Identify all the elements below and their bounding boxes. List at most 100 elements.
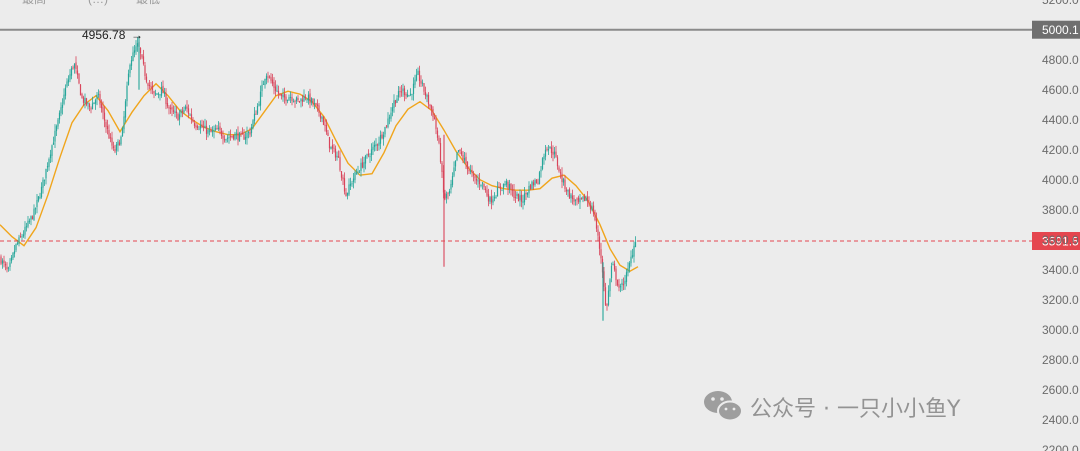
- candle: [166, 97, 169, 109]
- candle: [189, 113, 191, 116]
- candle: [543, 153, 545, 165]
- candle: [384, 126, 386, 138]
- candle: [465, 152, 467, 169]
- candle: [63, 88, 65, 106]
- candle: [387, 112, 389, 129]
- candle: [397, 85, 400, 101]
- candle: [262, 80, 265, 85]
- candle: [615, 266, 617, 286]
- candle: [421, 79, 424, 87]
- candle: [598, 231, 601, 256]
- candle: [414, 74, 416, 89]
- candle: [564, 175, 566, 193]
- candle: [201, 119, 203, 129]
- candle: [81, 92, 83, 99]
- candle: [0, 254, 2, 266]
- candle: [94, 98, 97, 110]
- candle: [36, 194, 38, 214]
- candle: [561, 167, 563, 189]
- candle: [268, 75, 271, 79]
- candle: [330, 146, 332, 150]
- candle: [304, 94, 307, 101]
- candle: [502, 183, 505, 195]
- candle: [546, 146, 548, 152]
- candle: [612, 261, 614, 266]
- candle: [448, 188, 451, 197]
- candle: [333, 143, 335, 153]
- candle: [264, 78, 266, 89]
- candle: [586, 191, 589, 207]
- candle: [225, 138, 227, 143]
- candle: [30, 215, 32, 226]
- candle: [40, 182, 43, 199]
- candle: [348, 178, 350, 197]
- header-text-3: 最低: [136, 0, 160, 6]
- watermark-text: 公众号 · 一只小小鱼Y: [750, 397, 961, 422]
- candle: [577, 195, 580, 204]
- candle: [571, 189, 574, 205]
- candle: [88, 102, 91, 112]
- y-tick-label: 3800.0: [1042, 203, 1079, 217]
- candle: [66, 78, 68, 88]
- candle: [100, 99, 103, 113]
- candle: [334, 145, 337, 162]
- candle: [621, 278, 623, 292]
- candle: [175, 106, 178, 119]
- candle: [504, 180, 506, 187]
- candle: [595, 212, 598, 233]
- candle: [202, 120, 205, 132]
- candle: [427, 92, 430, 109]
- candle: [375, 138, 377, 151]
- candle: [496, 181, 499, 197]
- candle: [162, 80, 164, 94]
- candle: [591, 202, 593, 212]
- candle: [22, 230, 25, 238]
- candle: [124, 99, 127, 123]
- candle: [513, 183, 515, 201]
- moving-average-line: [0, 82, 639, 273]
- candle: [463, 151, 466, 164]
- candles-layer: [0, 36, 637, 321]
- candle: [354, 170, 356, 184]
- candle: [237, 126, 239, 146]
- candle: [322, 116, 325, 126]
- candle: [105, 119, 107, 133]
- candle: [121, 126, 124, 137]
- candle: [295, 96, 298, 104]
- candle: [192, 117, 194, 123]
- candle: [247, 130, 250, 139]
- candle: [52, 136, 55, 145]
- candle: [256, 103, 259, 116]
- candle: [594, 209, 596, 222]
- candle: [450, 179, 452, 194]
- candle: [424, 86, 427, 100]
- candle: [361, 156, 364, 169]
- candle: [453, 161, 455, 178]
- candle: [606, 303, 608, 311]
- candle: [271, 73, 274, 87]
- candle: [31, 215, 34, 220]
- candle: [130, 56, 133, 71]
- price-level-tag-label: 5000.1: [1042, 23, 1079, 37]
- candle: [541, 157, 544, 171]
- candle: [67, 75, 70, 87]
- candle: [379, 130, 382, 150]
- candle: [324, 119, 326, 132]
- candle: [216, 125, 218, 130]
- candle: [222, 130, 224, 145]
- candle: [466, 161, 469, 175]
- y-tick-label: 3400.0: [1042, 263, 1079, 277]
- watermark: 公众号 · 一只小小鱼Y: [704, 391, 961, 422]
- candle: [538, 170, 541, 185]
- candle: [241, 127, 244, 135]
- moving-average-layer: [0, 82, 639, 273]
- candle: [234, 131, 236, 141]
- candle: [597, 225, 599, 242]
- candle: [366, 153, 368, 159]
- candle: [288, 94, 290, 101]
- candle: [385, 124, 388, 129]
- candle: [283, 87, 286, 104]
- candle: [307, 91, 310, 105]
- y-tick-label: 4800.0: [1042, 53, 1079, 67]
- candle: [24, 221, 26, 239]
